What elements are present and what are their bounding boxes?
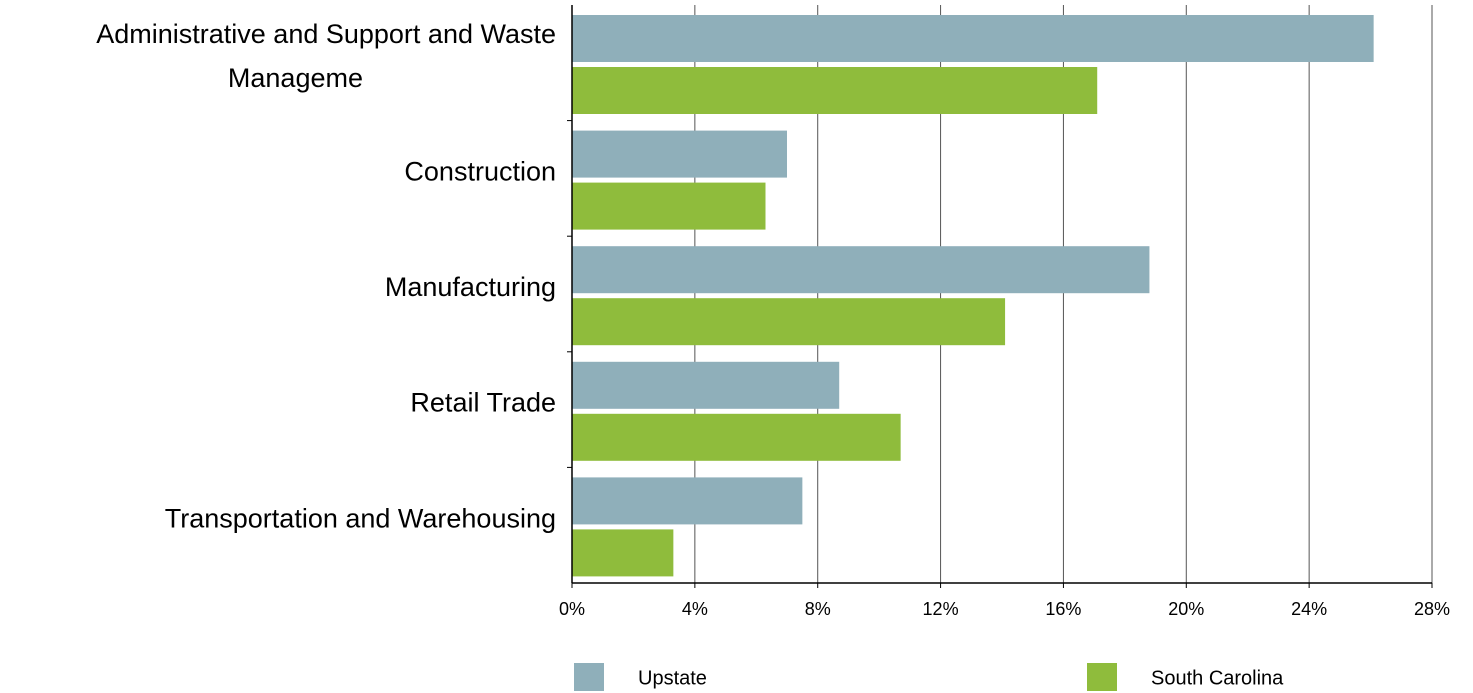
x-tick-label: 28% <box>1414 599 1450 619</box>
bar <box>572 246 1150 294</box>
x-tick-label: 4% <box>682 599 708 619</box>
x-tick-label: 16% <box>1045 599 1081 619</box>
x-tick-label: 20% <box>1168 599 1204 619</box>
x-tick-label: 0% <box>559 599 585 619</box>
bar <box>572 130 787 178</box>
bar <box>572 67 1098 114</box>
y-tick-label: Administrative and Support and Waste Mana… <box>96 19 556 93</box>
bar <box>572 298 1006 346</box>
bar <box>572 529 674 577</box>
y-tick-label: Retail Trade <box>410 388 556 418</box>
bar <box>572 477 803 525</box>
label-line: Manageme <box>228 63 363 93</box>
x-tick-label: 24% <box>1291 599 1327 619</box>
legend-label: South Carolina <box>1151 667 1284 689</box>
bar <box>572 413 901 461</box>
bar <box>572 182 766 230</box>
legend-label: Upstate <box>638 667 707 689</box>
y-tick-label: Construction <box>404 157 556 187</box>
y-tick-label: Manufacturing <box>385 272 556 302</box>
legend-swatch <box>574 663 604 691</box>
legend-swatch <box>1087 663 1117 691</box>
bar <box>572 361 840 409</box>
y-tick-label: Transportation and Warehousing <box>165 503 556 533</box>
bar <box>572 15 1374 62</box>
x-tick-label: 12% <box>923 599 959 619</box>
label-line: Administrative and Support and Waste <box>96 19 556 49</box>
x-tick-label: 8% <box>805 599 831 619</box>
